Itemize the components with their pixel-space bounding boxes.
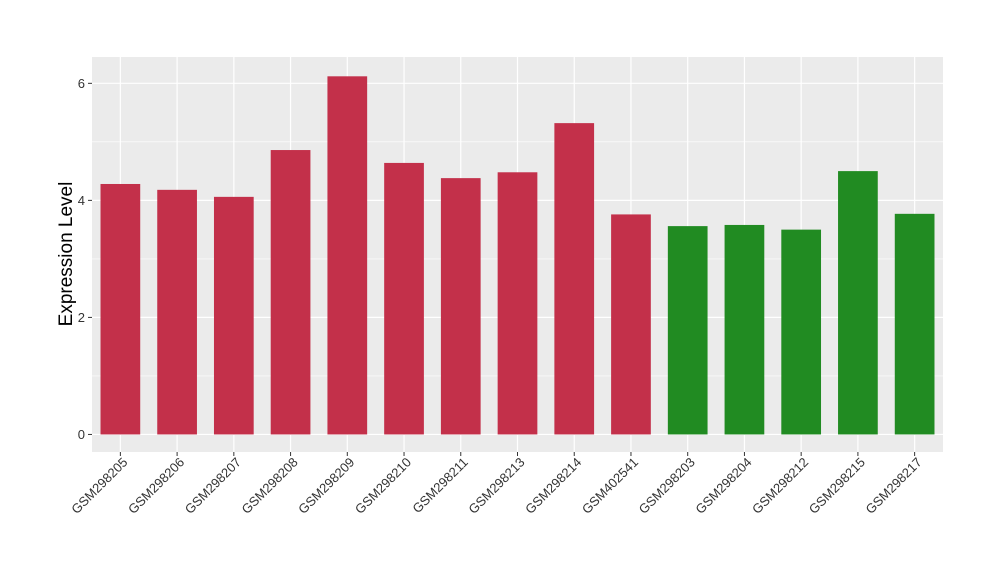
- bar-GSM298207: [213, 196, 254, 435]
- x-tick-label: GSM298210: [352, 455, 414, 517]
- x-tick-label: GSM298209: [295, 455, 357, 517]
- y-axis-title: Expression Level: [56, 182, 77, 327]
- bar-GSM298205: [100, 183, 141, 435]
- bar-GSM298217: [894, 213, 935, 435]
- bar-GSM298203: [667, 226, 708, 435]
- x-tick-label: GSM402541: [579, 455, 641, 517]
- y-tick-label: 2: [78, 310, 85, 325]
- y-tick-label: 0: [78, 427, 85, 442]
- x-tick-label: GSM298205: [68, 455, 130, 517]
- x-tick-label: GSM298215: [806, 455, 868, 517]
- bar-GSM298212: [781, 229, 822, 435]
- x-axis: GSM298205GSM298206GSM298207GSM298208GSM2…: [68, 452, 925, 517]
- x-tick-label: GSM298213: [465, 455, 527, 517]
- x-tick-label: GSM298214: [522, 455, 584, 517]
- x-tick-label: GSM298217: [863, 455, 925, 517]
- bar-GSM298209: [327, 76, 368, 435]
- x-tick-label: GSM298211: [409, 455, 471, 517]
- bars: [100, 76, 935, 435]
- bar-GSM298213: [497, 172, 538, 435]
- bar-GSM298208: [270, 150, 311, 435]
- bar-GSM298215: [838, 171, 878, 435]
- x-tick-label: GSM298203: [636, 455, 698, 517]
- x-tick-label: GSM298204: [692, 455, 754, 517]
- bar-GSM298206: [157, 189, 197, 435]
- x-tick-label: GSM298207: [182, 455, 244, 517]
- bar-GSM298214: [554, 123, 595, 435]
- y-axis: 0 2 4 6: [78, 76, 92, 442]
- x-tick-label: GSM298206: [125, 455, 187, 517]
- bar-GSM402541: [611, 214, 651, 435]
- x-tick-label: GSM298208: [238, 455, 300, 517]
- y-tick-label: 4: [78, 193, 85, 208]
- bar-GSM298204: [724, 224, 765, 435]
- y-tick-label: 6: [78, 76, 85, 91]
- x-tick-label: GSM298212: [749, 455, 811, 517]
- bar-GSM298211: [440, 178, 481, 435]
- bar-GSM298210: [384, 162, 424, 435]
